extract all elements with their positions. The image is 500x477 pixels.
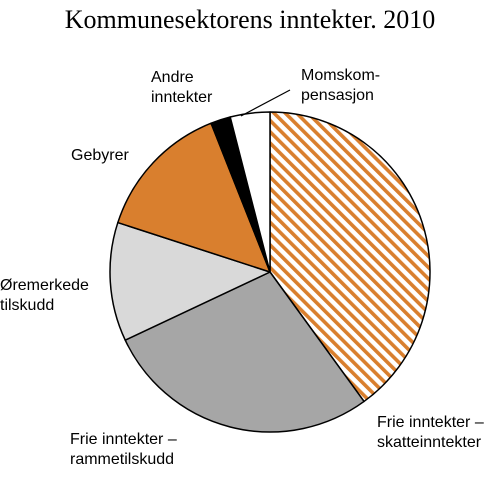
slice-label-3: Øremerkede tilskudd xyxy=(0,277,89,314)
leader-line xyxy=(240,89,291,117)
slice-label-line: Andre xyxy=(151,69,194,86)
slice-label-line: Frie inntekter – xyxy=(377,414,484,431)
slice-label-6: Momskom-pensasjon xyxy=(301,67,380,104)
slice-label-line: inntekter xyxy=(151,89,213,106)
slice-label-line: tilskudd xyxy=(0,297,54,314)
pie-slice-4 xyxy=(117,122,271,273)
pie-slice-3 xyxy=(109,221,271,341)
slice-label-5: Andre inntekter xyxy=(151,69,213,106)
slice-label-line: rammetilskudd xyxy=(70,451,174,468)
slice-label-1: Frie inntekter – skatteinntekter xyxy=(377,414,484,451)
pie-slice-6 xyxy=(229,111,271,273)
slice-label-line: Gebyrer xyxy=(71,147,129,164)
slice-label-line: Momskom- xyxy=(301,67,380,84)
slice-label-2: Frie inntekter – rammetilskudd xyxy=(70,431,177,468)
slice-label-line: skatteinntekter xyxy=(377,434,482,451)
slice-label-line: Øremerkede xyxy=(0,277,89,294)
slice-label-line: Frie inntekter – xyxy=(70,431,177,448)
slice-label-line: pensasjon xyxy=(301,87,374,104)
pie-slice-1 xyxy=(269,111,431,403)
chart-title: Kommunesektorens inntekter. 2010 xyxy=(65,5,435,34)
pie-slices xyxy=(109,111,431,433)
pie-slice-2 xyxy=(124,271,365,433)
slice-label-4: Gebyrer xyxy=(71,147,129,164)
